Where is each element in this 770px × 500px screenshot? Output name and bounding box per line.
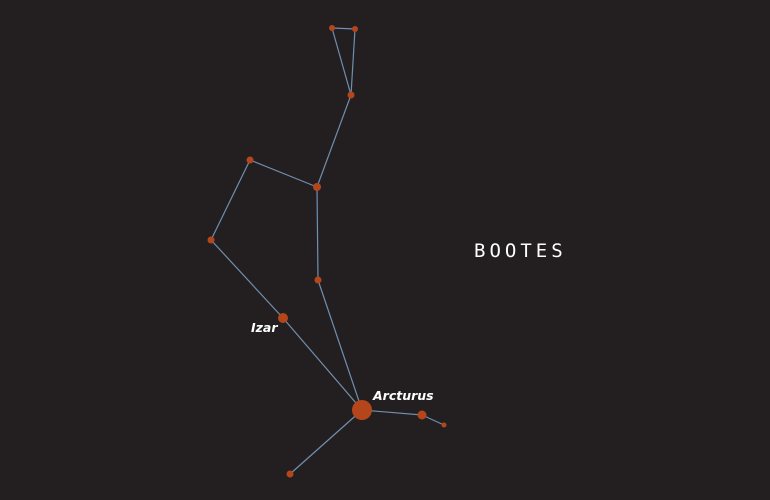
line-e-f (210, 159, 251, 241)
constellation-lines (210, 27, 445, 475)
star-c (347, 91, 355, 99)
star-i (417, 410, 427, 420)
star-f (207, 236, 215, 244)
constellation-stars (207, 25, 447, 478)
star-d (313, 183, 321, 191)
star-k (286, 470, 294, 478)
star-j (441, 422, 447, 428)
line-d-h (316, 186, 319, 281)
star-b (352, 26, 358, 32)
line-a-b (331, 27, 356, 30)
constellation-title: BOOTES (474, 240, 567, 262)
label-arcturus: Arcturus (372, 388, 434, 403)
line-arcturus-k (289, 409, 363, 475)
line-g-arcturus (282, 317, 363, 411)
label-izar: Izar (251, 320, 278, 335)
star-g (278, 313, 288, 323)
line-d-e (249, 159, 318, 188)
star-a (329, 25, 335, 31)
star-arcturus (352, 400, 372, 420)
line-c-d (316, 94, 352, 188)
line-f-g (210, 239, 284, 319)
line-a-c (331, 27, 352, 96)
line-b-c (350, 28, 356, 96)
line-h-arcturus (317, 279, 363, 411)
star-h (314, 276, 322, 284)
line-arcturus-i (361, 409, 423, 416)
star-e (246, 156, 254, 164)
